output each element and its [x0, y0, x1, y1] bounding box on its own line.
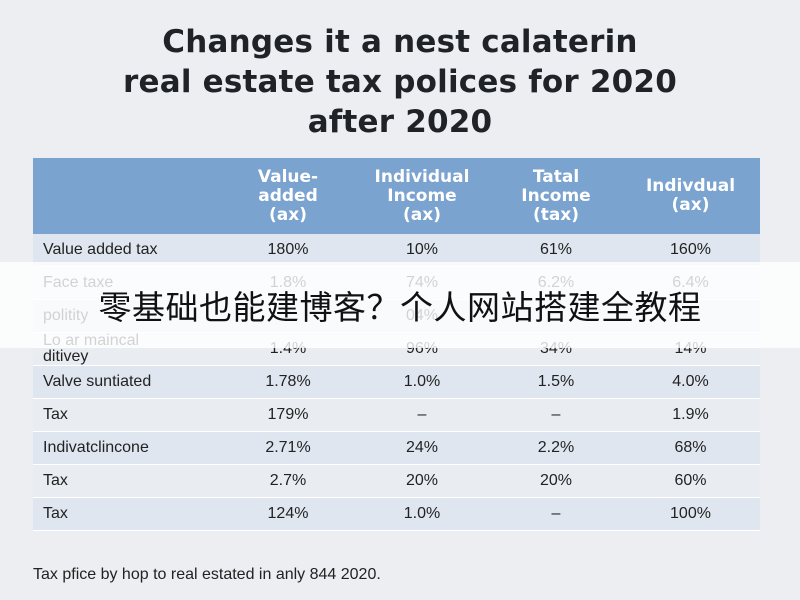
- header-line: Individual: [374, 166, 470, 187]
- table-cell: 1.78%: [223, 365, 353, 399]
- header-line: Tatal: [532, 166, 580, 187]
- row-label: Valve suntiated: [33, 365, 223, 399]
- table-cell: –: [491, 398, 621, 432]
- row-label-line: Tax: [43, 406, 68, 423]
- header-line: Income: [387, 185, 457, 206]
- table-header-row: Value-added (ax) Individual Income (ax) Tatal…: [33, 158, 760, 234]
- table-cell: 2.2%: [491, 431, 621, 465]
- table-cell: 160%: [621, 234, 760, 267]
- row-label-line: Tax: [43, 505, 68, 522]
- table-cell: 1.0%: [353, 497, 491, 531]
- table-cell: 100%: [621, 497, 760, 531]
- table-row: Tax 2.7% 20% 20% 60%: [33, 464, 760, 498]
- header-cell: Tatal Income (tax): [491, 158, 621, 234]
- header-line: (ax): [403, 204, 441, 225]
- table-cell: 4.0%: [621, 365, 760, 399]
- table-row: Tax 179% – –1.9%: [33, 398, 760, 432]
- footnote: Tax pfice by hop to real estated in anly…: [33, 566, 381, 583]
- table-cell: 1.9%: [621, 398, 760, 432]
- row-label: Value added tax: [33, 234, 223, 267]
- table-row: Indivatclincone 2.71% 24% 2.2% 68%: [33, 431, 760, 465]
- table-row: Valve suntiated 1.78% 1.0% 1.5% 4.0%: [33, 365, 760, 399]
- table-cell: 2.71%: [223, 431, 353, 465]
- table-row: Value added tax 180% 10% 61% 160%: [33, 234, 760, 267]
- table-cell: 20%: [491, 464, 621, 498]
- table-cell: –: [353, 398, 491, 432]
- row-label-line: Indivatclincone: [43, 439, 149, 456]
- header-line: Income: [521, 185, 591, 206]
- header-line: Value-: [257, 166, 319, 187]
- table-cell: 60%: [621, 464, 760, 498]
- table-cell: 124%: [223, 497, 353, 531]
- table-cell: –: [491, 497, 621, 531]
- row-label-line: Valve suntiated: [43, 373, 152, 390]
- row-label-line: ditivey: [43, 348, 89, 365]
- row-label: Indivatclincone: [33, 431, 223, 465]
- table-cell: 2.7%: [223, 464, 353, 498]
- header-line: (tax): [532, 204, 580, 225]
- overlay-banner-text: 零基础也能建博客？个人网站搭建全教程: [98, 288, 702, 327]
- row-label: Tax: [33, 497, 223, 531]
- row-label: Tax: [33, 398, 223, 432]
- table-row: Tax 124% 1.0% –100%: [33, 497, 760, 531]
- header-cell: Value-added (ax): [223, 158, 353, 234]
- table-cell: 68%: [621, 431, 760, 465]
- row-label: Tax: [33, 464, 223, 498]
- table-cell: 61%: [491, 234, 621, 267]
- title-line: Changes it a nest calaterin: [162, 24, 638, 60]
- title-line: after 2020: [307, 104, 493, 140]
- header-line: (ax): [269, 204, 307, 225]
- header-cell: Individual Income (ax): [353, 158, 491, 234]
- table-cell: 10%: [353, 234, 491, 267]
- table-cell: 180%: [223, 234, 353, 267]
- title-line: real estate tax polices for 2020: [123, 64, 677, 100]
- header-line: added: [258, 185, 318, 206]
- row-label-line: Value added tax: [43, 241, 158, 258]
- table-cell: 1.0%: [353, 365, 491, 399]
- table-cell: 179%: [223, 398, 353, 432]
- table-cell: 1.5%: [491, 365, 621, 399]
- table-cell: 24%: [353, 431, 491, 465]
- chart-title: Changes it a nest calaterin real estate …: [0, 22, 800, 142]
- header-line: (ax): [671, 195, 710, 215]
- header-cell: Indivdual (ax): [621, 158, 760, 234]
- table-cell: 20%: [353, 464, 491, 498]
- overlay-banner: 零基础也能建博客？个人网站搭建全教程: [0, 262, 800, 348]
- row-label-line: Tax: [43, 472, 68, 489]
- header-line: Indivdual: [645, 176, 736, 196]
- header-cell-blank: [33, 158, 223, 234]
